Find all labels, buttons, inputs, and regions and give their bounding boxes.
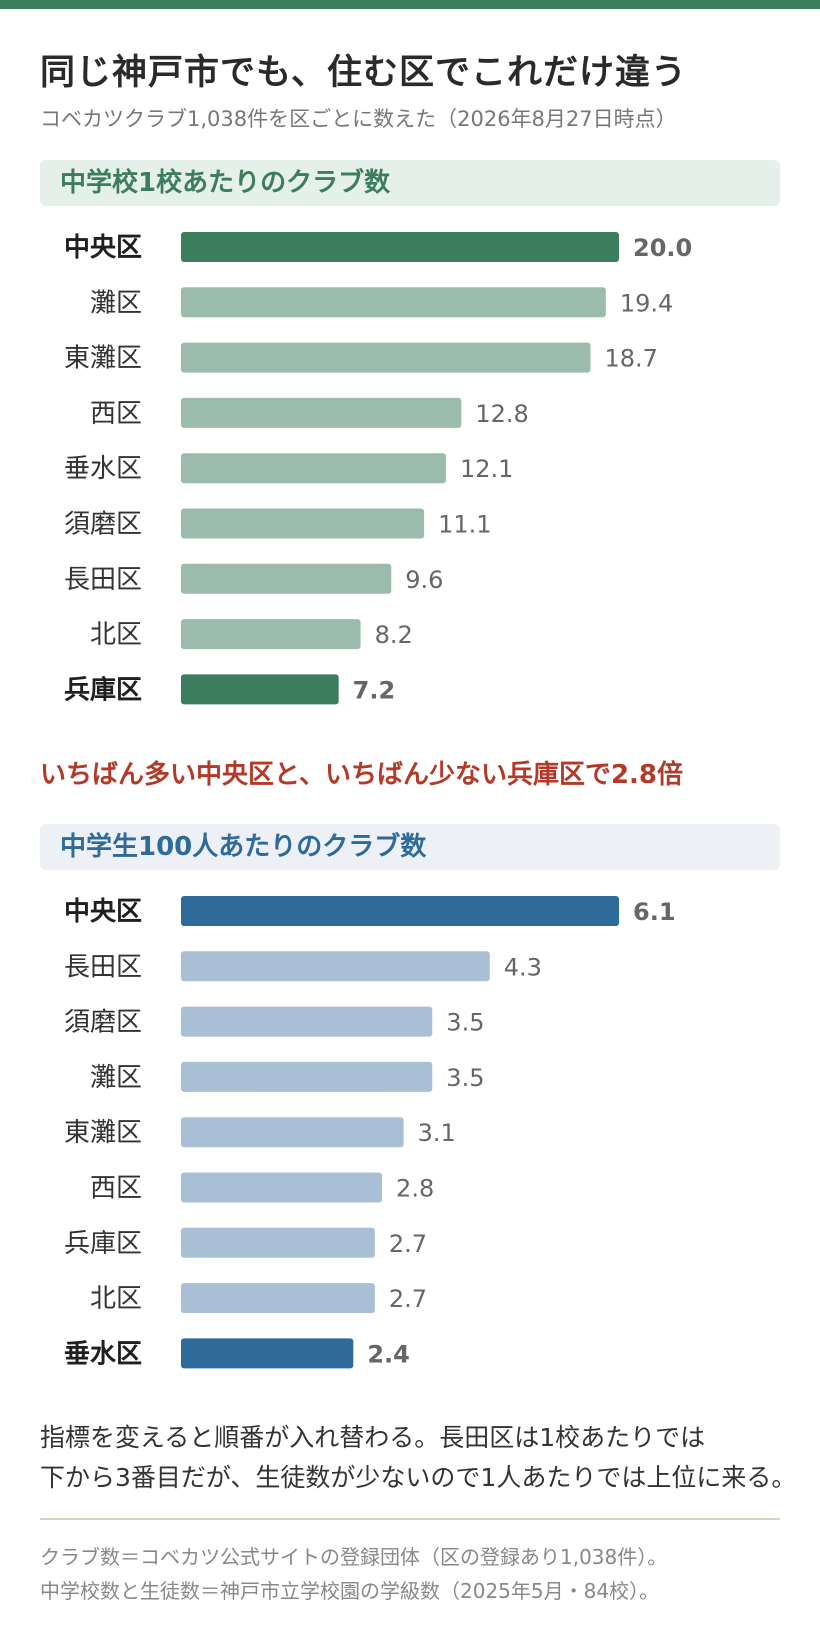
value-label: 2.4 [367,1340,410,1368]
bar-chart-per-100-students: 中央区 6.1 長田区 4.3 須磨区 3.5 灘区 3.5 東灘区 3.1 西区 2.8 兵庫区 2.7… [64,896,676,1369]
source-footer: クラブ数＝コベカツ公式サイトの登録団体（区の登録あり1,038件）。 中学校数と… [40,1540,667,1608]
top-accent-bar [0,0,820,9]
category-label: 須磨区 [64,510,142,540]
bar [181,619,361,650]
bar [181,287,606,318]
category-label: 灘区 [90,288,142,318]
bar [181,453,446,484]
section-title-per-school: 中学校1校あたりのクラブ数 [40,160,780,206]
category-label: 中央区 [64,897,142,927]
note-line-1: 指標を変えると順番が入れ替わる。長田区は1校あたりでは [40,1423,706,1452]
value-label: 6.1 [633,898,676,926]
bar [181,397,462,428]
value-label: 11.1 [438,511,491,539]
value-label: 4.3 [504,953,542,981]
bar [181,1117,404,1148]
category-label: 灘区 [90,1063,142,1093]
value-label: 12.8 [475,400,528,428]
bar [181,1338,354,1369]
bar-chart-per-school: 中央区 20.0 灘区 19.4 東灘区 18.7 西区 12.8 垂水区 12.1 須磨区 11.1… [64,232,692,705]
value-label: 12.1 [460,455,513,483]
category-label: 垂水区 [64,454,142,484]
category-label: 北区 [90,1284,142,1314]
value-label: 20.0 [633,234,692,262]
bar [181,674,339,705]
category-label: 須磨区 [64,1008,142,1038]
value-label: 3.5 [446,1009,484,1037]
value-label: 3.5 [446,1064,484,1092]
note-line-2: 下から3番目だが、生徒数が少ないので1人あたりでは上位に来る。 [40,1463,797,1492]
callout-ratio: いちばん多い中央区と、いちばん少ない兵庫区で2.8倍 [40,760,684,790]
bar [181,1283,375,1314]
value-label: 8.2 [375,621,413,649]
section-title-per-100-students: 中学生100人あたりのクラブ数 [40,824,780,870]
category-label: 中央区 [64,233,142,263]
bar [181,1006,433,1037]
page-title: 同じ神戸市でも、住む区でこれだけ違う [40,53,687,93]
category-label: 東灘区 [64,344,142,374]
value-label: 2.7 [389,1230,427,1258]
bar [181,896,619,926]
bar [181,1172,383,1203]
category-label: 長田区 [64,952,142,982]
bar [181,563,392,594]
category-label: 東灘区 [64,1118,142,1148]
category-label: 北区 [90,620,142,650]
page-subtitle: コベカツクラブ1,038件を区ごとに数えた（2026年8月27日時点） [40,107,677,131]
bar [181,1227,375,1258]
category-label: 長田区 [64,565,142,595]
bar [181,342,591,373]
value-label: 7.2 [353,676,396,704]
divider [40,1518,780,1520]
value-label: 19.4 [620,289,673,317]
bar [181,508,425,539]
bar [181,951,490,982]
bar [181,232,619,262]
value-label: 3.1 [418,1119,456,1147]
footer-line-2: 中学校数と生徒数＝神戸市立学校園の学級数（2025年5月・84校）。 [40,1579,660,1603]
category-label: 兵庫区 [64,1229,142,1259]
explanation-note: 指標を変えると順番が入れ替わる。長田区は1校あたりでは 下から3番目だが、生徒数… [40,1418,820,1498]
category-label: 兵庫区 [64,675,142,705]
value-label: 2.7 [389,1285,427,1313]
category-label: 西区 [90,399,142,429]
category-label: 西区 [90,1174,142,1204]
value-label: 2.8 [396,1175,434,1203]
bar [181,1061,433,1092]
footer-line-1: クラブ数＝コベカツ公式サイトの登録団体（区の登録あり1,038件）。 [40,1545,668,1569]
category-label: 垂水区 [64,1339,142,1369]
value-label: 9.6 [405,566,443,594]
value-label: 18.7 [605,345,658,373]
